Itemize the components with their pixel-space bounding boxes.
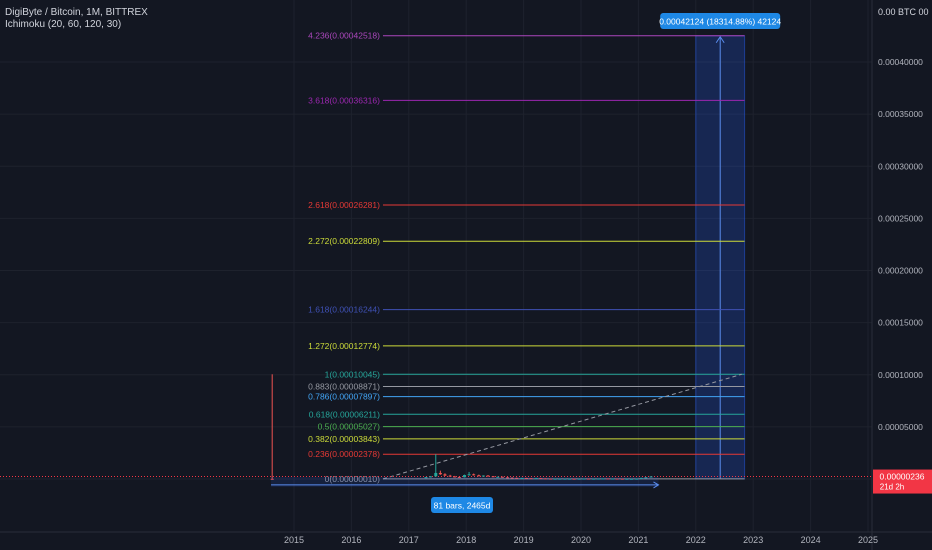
candle-body (611, 478, 615, 480)
fib-level-label: 2.618(0.00026281) (308, 200, 380, 210)
candle-body (496, 476, 500, 478)
candle-body (481, 475, 485, 477)
price-range-arrow-head (715, 35, 725, 44)
y-tick-label: 0.00035000 (878, 109, 923, 119)
candle-body (635, 478, 639, 480)
y-tick-label: 0.00015000 (878, 318, 923, 328)
indicator-title: Ichimoku (20, 60, 120, 30) (5, 19, 122, 30)
candle-body (586, 478, 590, 480)
axis-unit-label: 0.00 BTC 00 (878, 7, 929, 17)
x-tick-label: 2024 (801, 535, 821, 545)
fib-level-label: 1.272(0.00012774) (308, 341, 380, 351)
x-tick-label: 2020 (571, 535, 591, 545)
candle-body (486, 475, 490, 477)
fib-level-label: 0.786(0.00007897) (308, 392, 380, 402)
x-tick-label: 2016 (341, 535, 361, 545)
bars-measure-label: 81 bars, 2465d (434, 501, 491, 511)
symbol-title: DigiByte / Bitcoin, 1M, BITTREX (5, 7, 148, 18)
candle-body (568, 478, 572, 480)
candle-body (601, 478, 605, 480)
candle-body (615, 478, 619, 480)
fib-level-label: 0.5(0.00005027) (318, 422, 381, 432)
fib-level-label: 0.883(0.00008871) (308, 382, 380, 392)
x-tick-label: 2018 (456, 535, 476, 545)
fib-level-label: 0.618(0.00006211) (309, 409, 380, 419)
candle-body (625, 478, 629, 480)
candle-body (630, 478, 634, 480)
candle-body (529, 478, 533, 480)
candle-body (558, 478, 562, 480)
candle-body (539, 478, 543, 480)
current-price-label: 0.00000236 (880, 472, 925, 482)
candle-body (543, 478, 547, 480)
candle-body (270, 478, 274, 480)
candle-body (549, 478, 553, 480)
candle-body (582, 478, 586, 480)
candle-body (577, 478, 581, 480)
x-tick-label: 2019 (514, 535, 534, 545)
candle-body (438, 472, 442, 475)
x-tick-label: 2022 (686, 535, 706, 545)
price-range-label-bg (660, 13, 781, 29)
candle-body (515, 477, 519, 479)
y-tick-label: 0.00010000 (878, 370, 923, 380)
price-range-label: 0.00042124 (18314.88%) 42124 (659, 17, 781, 27)
x-tick-label: 2017 (399, 535, 419, 545)
fib-level-label: 4.236(0.00042518) (308, 31, 380, 41)
candle-body (563, 478, 567, 480)
fib-level-label: 0(0.00000010) (325, 474, 380, 484)
candle-body (467, 474, 471, 476)
bars-measure-label-bg (431, 497, 493, 513)
candle-body (592, 478, 596, 480)
candle-body (472, 474, 476, 476)
bar-countdown-label: 21d 2h (880, 483, 904, 492)
x-tick-label: 2021 (628, 535, 648, 545)
candle-body (524, 477, 528, 479)
x-tick-label: 2015 (284, 535, 304, 545)
fib-level-label: 1.618(0.00016244) (308, 305, 380, 315)
candle-body (534, 478, 538, 480)
candle-body (553, 478, 557, 480)
candle-body (606, 478, 610, 480)
candle-body (424, 477, 428, 479)
fib-level-label: 3.618(0.00036316) (308, 95, 380, 105)
candle-body (644, 477, 648, 479)
candle-body (520, 477, 524, 479)
chart-legend: DigiByte / Bitcoin, 1M, BITTREX Ichimoku… (5, 7, 148, 31)
candle-body (443, 474, 447, 476)
candle-body (477, 475, 481, 477)
candle-body (649, 476, 653, 478)
candle-body (620, 478, 624, 480)
y-tick-label: 0.00020000 (878, 266, 923, 276)
candle-body (434, 472, 438, 477)
fib-level-label: 0.382(0.00003843) (308, 434, 380, 444)
candle-body (639, 477, 643, 479)
bars-measure-box[interactable] (271, 476, 659, 487)
y-tick-label: 0.00030000 (878, 161, 923, 171)
y-tick-label: 0.00025000 (878, 213, 923, 223)
candle-body (462, 475, 466, 478)
current-price-tag (873, 469, 932, 494)
candle-body (510, 477, 514, 479)
fib-level-label: 0.236(0.00002378) (308, 449, 380, 459)
y-tick-label: 0.00005000 (878, 422, 923, 432)
x-tick-label: 2025 (858, 535, 878, 545)
y-tick-label: 0.00040000 (878, 57, 923, 67)
candle-body (500, 476, 504, 478)
fib-level-label: 2.272(0.00022809) (308, 236, 380, 246)
candle-body (572, 478, 576, 480)
candle-body (506, 477, 510, 479)
candle-body (448, 475, 452, 477)
candle-body (596, 478, 600, 480)
fib-trend-line[interactable] (382, 373, 742, 480)
candle-body (491, 476, 495, 478)
candle-body (429, 476, 433, 478)
x-tick-label: 2023 (743, 535, 763, 545)
candle-body (457, 477, 461, 479)
fib-level-label: 1(0.00010045) (325, 369, 380, 379)
candle-body (453, 476, 457, 478)
bars-measure-arrow (653, 481, 660, 489)
